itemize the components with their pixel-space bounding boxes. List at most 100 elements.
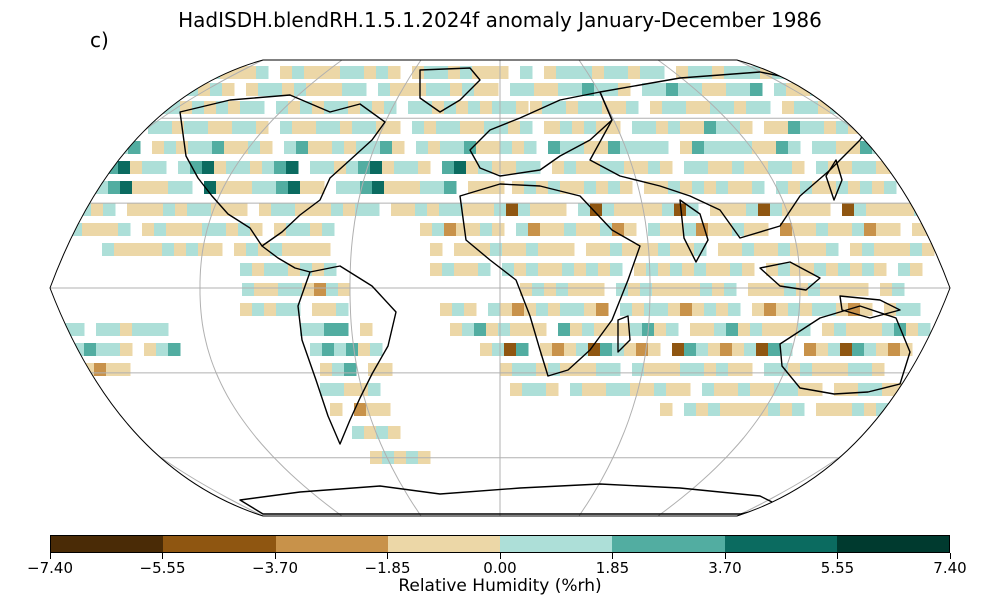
grid-cell <box>360 323 373 336</box>
grid-cell <box>534 383 547 396</box>
grid-cell <box>552 343 565 356</box>
grid-cell <box>564 161 577 174</box>
grid-cell <box>102 243 115 256</box>
grid-cell <box>394 161 407 174</box>
grid-cell <box>732 343 745 356</box>
grid-cell <box>188 141 201 154</box>
grid-cell <box>812 181 825 194</box>
grid-cell <box>888 343 901 356</box>
grid-cell <box>514 243 527 256</box>
grid-cell <box>522 383 535 396</box>
grid-cell <box>788 363 801 376</box>
grid-cell <box>848 363 861 376</box>
grid-cell <box>418 161 431 174</box>
grid-cell <box>200 141 213 154</box>
grid-cell <box>460 66 473 79</box>
grid-cell <box>668 181 681 194</box>
grid-cell <box>644 303 657 316</box>
grid-cell <box>130 161 143 174</box>
grid-cell <box>784 66 797 79</box>
grid-cell <box>758 101 771 114</box>
grid-cell <box>114 243 127 256</box>
grid-cell <box>650 101 663 114</box>
grid-cell <box>550 243 563 256</box>
grid-cell <box>656 121 669 134</box>
colorbar-tick-label: 7.40 <box>933 559 967 577</box>
grid-cell <box>882 323 895 336</box>
grid-cell <box>232 121 245 134</box>
grid-cell <box>614 101 627 114</box>
grid-cell <box>788 121 801 134</box>
grid-cell <box>132 181 145 194</box>
grid-cell <box>466 243 479 256</box>
grid-cell <box>612 223 625 236</box>
grid-cell <box>538 243 551 256</box>
grid-cell <box>202 223 215 236</box>
grid-cell <box>360 181 373 194</box>
coastline <box>297 265 397 445</box>
grid-cell <box>510 383 523 396</box>
grid-cell <box>728 141 741 154</box>
grid-cell <box>566 101 579 114</box>
grid-cell <box>584 181 597 194</box>
grid-cell <box>778 263 791 276</box>
grid-cell <box>808 66 821 79</box>
grid-cell <box>544 283 557 296</box>
grid-cell <box>384 181 397 194</box>
grid-cell <box>504 101 517 114</box>
coastline <box>239 483 781 515</box>
grid-cell <box>708 161 721 174</box>
grid-cell <box>762 383 775 396</box>
grid-cell <box>848 141 861 154</box>
grid-cell <box>872 121 885 134</box>
colorbar-label: Relative Humidity (%rh) <box>398 576 602 596</box>
grid-cell <box>742 263 755 276</box>
grid-cell <box>924 223 937 236</box>
grid-cell <box>740 141 753 154</box>
grid-cell <box>680 141 693 154</box>
grid-cell <box>332 363 345 376</box>
grid-cell <box>126 243 139 256</box>
grid-cell <box>258 243 271 256</box>
grid-cell <box>628 283 641 296</box>
coastline <box>179 94 386 247</box>
grid-cell <box>560 121 573 134</box>
grid-cell <box>910 243 923 256</box>
grid-cell <box>512 363 525 376</box>
grid-cell <box>848 121 861 134</box>
grid-cell <box>330 403 343 416</box>
grid-cell <box>618 83 631 96</box>
grid-cell <box>598 263 611 276</box>
grid-cell <box>106 363 119 376</box>
grid-cell <box>474 323 487 336</box>
grid-cell <box>730 243 743 256</box>
grid-cell <box>72 181 85 194</box>
grid-cell <box>168 343 181 356</box>
grid-cell <box>802 243 815 256</box>
grid-cell <box>554 101 567 114</box>
grid-cell <box>452 303 465 316</box>
grid-cell <box>840 403 853 416</box>
grid-cell <box>151 203 164 216</box>
grid-cell <box>492 223 505 236</box>
colorbar-tick-label: −5.55 <box>139 559 186 577</box>
grid-cell <box>216 101 229 114</box>
grid-cell <box>120 181 133 194</box>
grid-cell <box>558 83 571 96</box>
grid-cell <box>672 223 685 236</box>
grid-cell <box>860 303 873 316</box>
grid-cell <box>332 141 345 154</box>
grid-cell <box>692 121 705 134</box>
grid-cell <box>238 161 251 174</box>
grid-cell <box>922 243 935 256</box>
grid-cell <box>560 181 573 194</box>
colorbar-segment <box>836 536 949 552</box>
grid-cell <box>172 66 185 79</box>
grid-cell <box>368 383 381 396</box>
grid-cell <box>902 203 915 216</box>
grid-cell <box>262 161 275 174</box>
grid-cell <box>630 383 643 396</box>
grid-cell <box>654 323 667 336</box>
grid-cell <box>320 363 333 376</box>
grid-cell <box>144 181 157 194</box>
